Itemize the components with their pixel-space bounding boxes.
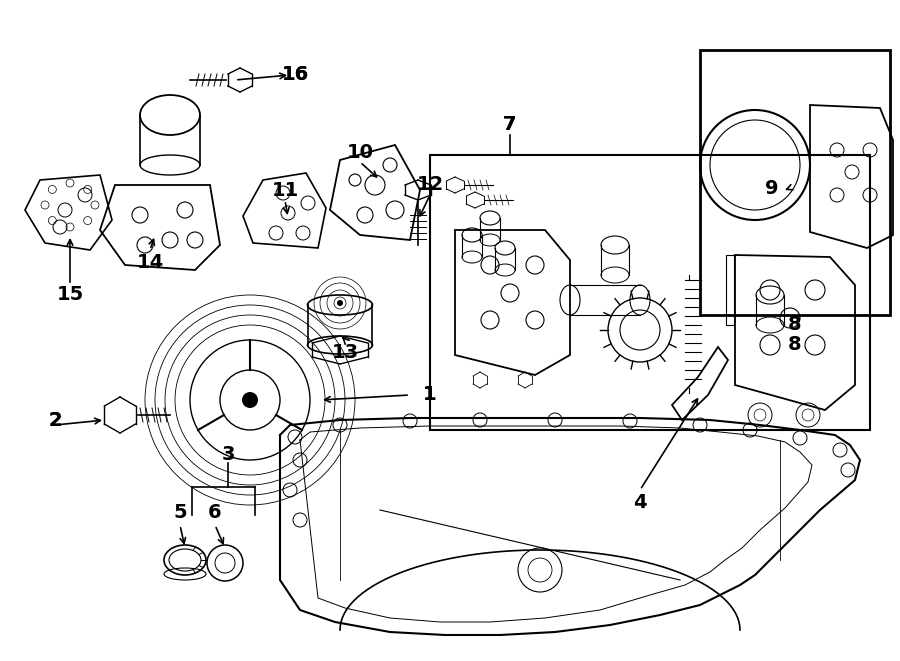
Text: 8: 8: [788, 336, 802, 354]
Text: 16: 16: [282, 65, 309, 85]
Bar: [700, 50, 890, 315]
Text: 13: 13: [331, 342, 358, 362]
Circle shape: [242, 392, 258, 408]
Text: 12: 12: [417, 176, 444, 194]
Text: 9: 9: [765, 178, 778, 198]
Text: 2: 2: [49, 410, 62, 430]
Text: 2: 2: [49, 410, 62, 430]
Text: 5: 5: [173, 502, 187, 522]
Bar: [726, 255, 734, 325]
Text: 10: 10: [346, 143, 374, 161]
Text: 3: 3: [221, 446, 235, 465]
Text: 14: 14: [137, 253, 164, 272]
Bar: [430, 155, 870, 430]
Text: 7: 7: [503, 116, 517, 134]
Text: 1: 1: [423, 385, 436, 405]
Text: 16: 16: [282, 65, 309, 85]
Text: 8: 8: [788, 315, 802, 334]
Circle shape: [337, 300, 343, 306]
Text: 6: 6: [208, 502, 221, 522]
Text: 7: 7: [503, 116, 517, 134]
Text: 11: 11: [272, 180, 299, 200]
Text: 15: 15: [57, 286, 84, 305]
Text: 1: 1: [423, 385, 436, 405]
Text: 4: 4: [634, 492, 647, 512]
